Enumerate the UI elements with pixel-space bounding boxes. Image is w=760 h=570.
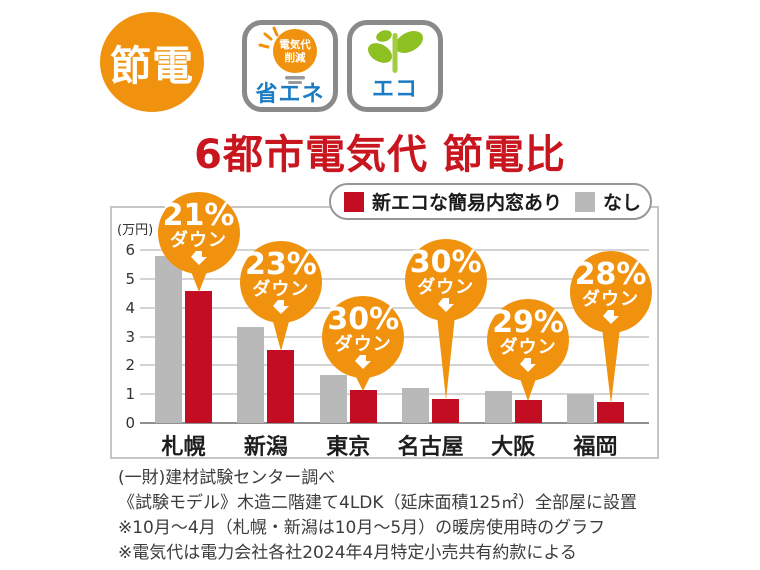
y-tick-5: 5 [125,270,135,288]
bar-none-1 [237,326,265,423]
callout-down-label: ダウン [417,276,475,298]
y-tick-2: 2 [125,356,135,375]
legend-label-eco-window: 新エコな簡易内窓あり [372,192,563,214]
bar-eco-2 [349,389,377,423]
bar-none-3 [402,388,430,423]
gridline-2 [140,364,649,367]
callout-pct: 30% [409,244,482,280]
callout-bubble-5: 28% ダウン [569,251,652,333]
down-arrow-icon [190,251,207,266]
bulb-text-line2: 削減 [285,51,306,64]
gridline-4 [140,306,649,309]
x-label-5: 福岡 [573,435,618,460]
energy-saving-badge: 電気代 削減 省エネ [242,20,338,112]
x-label-3: 名古屋 [397,435,464,460]
energy-saving-label: 省エネ [255,82,325,107]
legend-label-none: なし [603,192,642,214]
callout-bubble-0: 21% ダウン [157,192,240,274]
y-tick-6: 6 [125,241,135,260]
setsuden-badge: 節電 [100,12,204,112]
bar-none-0 [155,255,182,423]
callout-down-label: ダウン [499,336,557,358]
bar-eco-5 [597,402,624,423]
x-label-0: 札幌 [161,435,206,460]
bar-eco-0 [185,290,212,423]
callout-down-label: ダウン [334,333,392,355]
callout-pct: 21% [162,197,235,233]
down-arrow-icon [355,355,372,370]
page-title: 6都市電気代 節電比 [194,132,566,178]
gridline-1 [140,393,649,396]
plant-icon [367,30,423,73]
callout-bubble-3: 30% ダウン [404,239,487,321]
legend-swatch-eco-window [344,191,364,212]
down-arrow-icon [520,358,537,373]
y-tick-1: 1 [125,385,135,404]
x-label-2: 東京 [326,435,371,460]
legend: 新エコな簡易内窓あり なし [329,183,652,220]
setsuden-label: 節電 [110,42,194,90]
y-tick-4: 4 [125,298,135,317]
bar-none-5 [567,394,594,423]
bar-eco-1 [267,349,295,423]
footnote-line: ※電気代は電力会社各社2024年4月特定小売共有約款による [118,543,577,563]
x-label-1: 新潟 [243,435,288,460]
down-arrow-icon [437,298,454,313]
footnote-line: 《試験モデル》木造二階建て4LDK（延床面積125㎡）全部屋に設置 [118,493,637,513]
bar-none-4 [484,390,512,423]
callout-down-label: ダウン [582,288,639,310]
bulb-text-line1: 電気代 [279,38,311,51]
callout-tail-4 [519,376,538,401]
callout-pct: 28% [574,256,647,292]
callout-tail-0 [189,269,208,292]
callout-tail-5 [601,328,620,404]
legend-swatch-none [575,191,596,212]
callout-pct: 23% [244,246,317,282]
y-tick-0: 0 [125,414,135,432]
callout-tail-1 [271,318,290,351]
eco-label: エコ [371,77,418,102]
bar-eco-4 [514,399,542,423]
y-tick-3: 3 [125,327,135,346]
footnotes: (一財)建材試験センター調べ 《試験モデル》木造二階建て4LDK（延床面積125… [118,466,637,566]
callout-bubble-4: 29% ダウン [487,299,570,381]
gridline-6 [140,249,649,252]
callout-pct: 29% [492,304,564,340]
y-axis-unit-label: (万円) [117,223,154,238]
x-label-4: 大阪 [491,435,536,460]
bar-none-2 [319,375,347,423]
callout-pct: 30% [327,301,400,337]
down-arrow-icon [272,300,289,315]
bar-eco-3 [432,398,460,423]
gridline-5 [140,278,649,280]
callout-down-label: ダウン [252,278,310,300]
callout-down-label: ダウン [170,229,227,251]
callout-bubble-1: 23% ダウン [239,241,322,323]
callout-tail-3 [436,316,455,400]
footnote-line: (一財)建材試験センター調べ [118,468,336,488]
bar-chart: (万円) 0 1 2 3 4 5 6 札幌 21% ダウン 新潟 23% ダウン 東京 30% ダウン 名古屋 3… [110,192,659,460]
x-axis-line [140,422,649,424]
lightbulb-icon: 電気代 削減 [258,26,317,84]
eco-badge: エコ [347,20,443,112]
down-arrow-icon [602,310,619,325]
callout-bubble-2: 30% ダウン [322,296,405,378]
footnote-line: ※10月～4月（札幌・新潟は10月～5月）の暖房使用時のグラフ [118,518,606,538]
